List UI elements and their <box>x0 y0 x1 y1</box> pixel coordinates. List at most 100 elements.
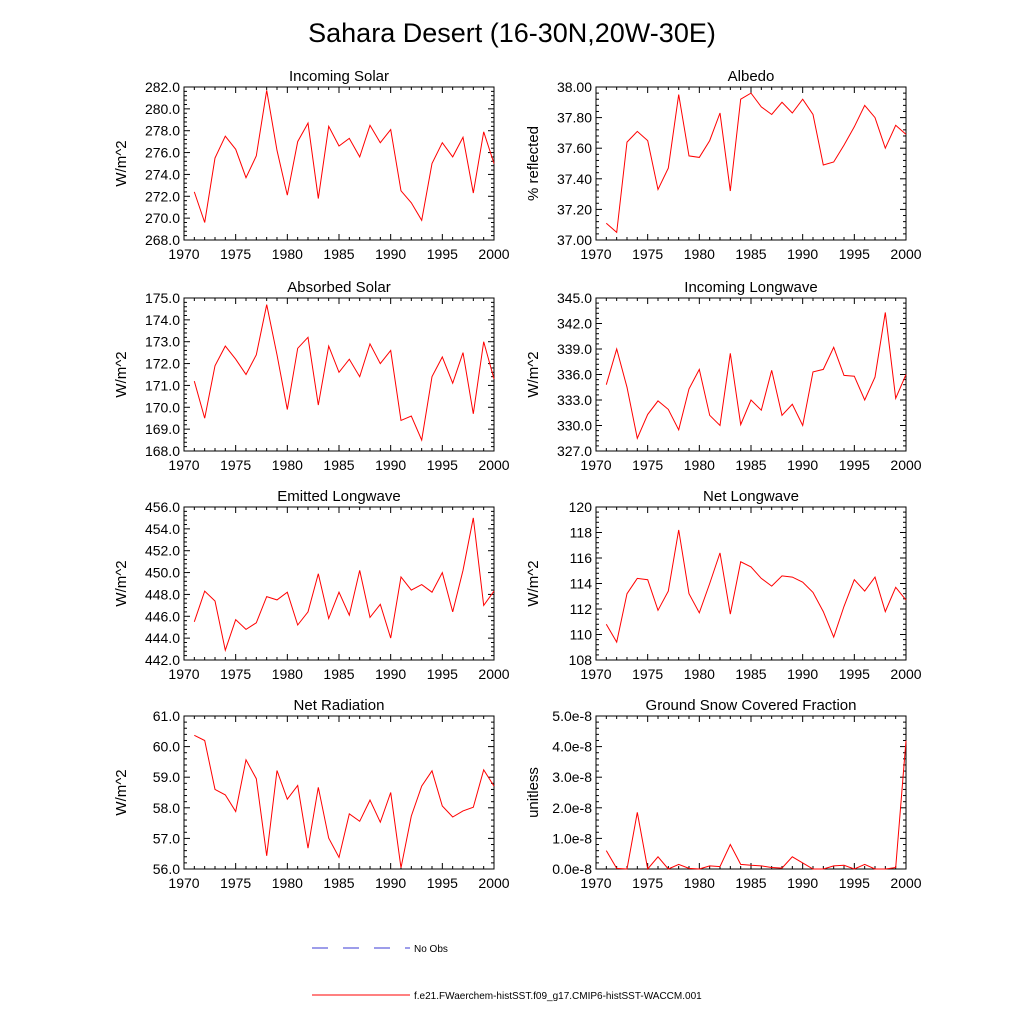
x-tick-label: 1985 <box>323 875 354 891</box>
x-tick-label: 1970 <box>580 457 611 473</box>
panel-title-emitted-longwave: Emitted Longwave <box>277 488 400 505</box>
y-axis-label-incoming-solar: W/m^2 <box>113 140 130 186</box>
y-tick-label: 448.0 <box>145 586 180 602</box>
panel-incoming-solar: 1970 1975 1980 1985 1990 1995 2000 268.0 270.0 27… <box>113 68 510 262</box>
y-tick-label: 116 <box>570 550 593 566</box>
y-tick-label: 272.0 <box>145 188 180 204</box>
x-tick-label: 1995 <box>839 875 870 891</box>
x-tick-label: 1995 <box>427 246 458 262</box>
legend-entry-model-run: f.e21.FWaerchem-histSST.f09_g17.CMIP6-hi… <box>312 991 702 1002</box>
y-tick-label: 112 <box>570 601 593 617</box>
x-tick-label: 2000 <box>890 246 921 262</box>
x-tick-label: 1970 <box>168 666 199 682</box>
y-tick-label: 0.0e-8 <box>552 861 592 877</box>
x-tick-label: 2000 <box>890 457 921 473</box>
panel-title-incoming-solar: Incoming Solar <box>289 68 389 85</box>
x-tick-label: 1995 <box>839 666 870 682</box>
figure-title: Sahara Desert (16-30N,20W-30E) <box>308 18 716 48</box>
y-tick-label: 60.0 <box>153 739 180 755</box>
x-tick-label: 1995 <box>839 246 870 262</box>
y-tick-label: 37.60 <box>557 140 592 156</box>
panel-net-longwave: 1970 1975 1980 1985 1990 1995 2000 108 110 112 114… <box>525 488 922 682</box>
legend: No Obs f.e21.FWaerchem-histSST.f09_g17.C… <box>312 944 702 1002</box>
x-tick-label: 2000 <box>478 457 509 473</box>
y-tick-label: 446.0 <box>145 608 180 624</box>
y-tick-label: 108 <box>569 652 593 668</box>
x-tick-label: 1990 <box>375 457 406 473</box>
plot-frame-net-radiation <box>183 715 495 870</box>
y-tick-label: 169.0 <box>145 421 180 437</box>
series-line-albedo <box>605 92 907 234</box>
y-tick-label: 336.0 <box>557 367 592 383</box>
y-tick-label: 170.0 <box>145 399 180 415</box>
series-line-ground-snow-covered-fraction <box>605 740 907 871</box>
x-tick-label: 1980 <box>272 246 303 262</box>
y-tick-label: 330.0 <box>557 418 592 434</box>
x-tick-label: 1975 <box>632 457 663 473</box>
panel-title-absorbed-solar: Absorbed Solar <box>287 279 390 296</box>
y-tick-label: 110 <box>570 627 593 643</box>
x-tick-label: 1970 <box>168 457 199 473</box>
y-tick-label: 282.0 <box>145 79 180 95</box>
y-axis-label-incoming-longwave: W/m^2 <box>525 351 542 397</box>
panel-net-radiation: 1970 1975 1980 1985 1990 1995 2000 56.0 57.0 58.0… <box>113 697 510 891</box>
y-tick-label: 37.80 <box>557 110 592 126</box>
y-tick-label: 58.0 <box>153 800 180 816</box>
y-tick-label: 444.0 <box>145 630 180 646</box>
x-tick-label: 1980 <box>684 666 715 682</box>
panel-title-net-radiation: Net Radiation <box>294 697 385 714</box>
x-tick-label: 1995 <box>427 666 458 682</box>
x-tick-label: 1975 <box>632 875 663 891</box>
panel-absorbed-solar: 1970 1975 1980 1985 1990 1995 2000 168.0 169.0 17… <box>113 279 510 473</box>
y-tick-label: 61.0 <box>153 708 180 724</box>
x-tick-label: 1985 <box>735 875 766 891</box>
x-tick-label: 1985 <box>735 457 766 473</box>
legend-label-no-obs: No Obs <box>414 944 448 955</box>
y-tick-label: 456.0 <box>145 499 180 515</box>
legend-label-model-run: f.e21.FWaerchem-histSST.f09_g17.CMIP6-hi… <box>414 991 702 1002</box>
y-tick-label: 37.20 <box>557 201 592 217</box>
y-tick-label: 280.0 <box>145 101 180 117</box>
y-tick-label: 339.0 <box>557 341 592 357</box>
y-tick-label: 450.0 <box>145 565 180 581</box>
plot-frame-incoming-longwave <box>595 297 907 452</box>
chart-panels: 1970 1975 1980 1985 1990 1995 2000 268.0 270.0 27… <box>113 68 922 891</box>
y-tick-label: 171.0 <box>145 377 180 393</box>
x-tick-label: 2000 <box>890 875 921 891</box>
y-tick-label: 1.0e-8 <box>552 830 592 846</box>
series-line-emitted-longwave <box>193 517 495 653</box>
x-tick-label: 1985 <box>735 666 766 682</box>
y-tick-label: 276.0 <box>145 145 180 161</box>
x-tick-label: 1985 <box>323 457 354 473</box>
x-tick-label: 1980 <box>272 875 303 891</box>
plot-frame-incoming-solar <box>183 86 495 241</box>
y-tick-label: 327.0 <box>557 443 592 459</box>
x-tick-label: 1975 <box>220 666 251 682</box>
x-tick-label: 1985 <box>323 246 354 262</box>
x-tick-label: 1990 <box>787 875 818 891</box>
panel-title-net-longwave: Net Longwave <box>703 488 799 505</box>
y-tick-label: 175.0 <box>145 290 180 306</box>
y-tick-label: 274.0 <box>145 166 180 182</box>
y-tick-label: 2.0e-8 <box>552 800 592 816</box>
plot-frame-albedo <box>595 86 907 241</box>
y-tick-label: 114 <box>570 576 593 592</box>
x-tick-label: 1975 <box>220 457 251 473</box>
y-axis-label-net-radiation: W/m^2 <box>113 769 130 815</box>
y-tick-label: 268.0 <box>145 232 180 248</box>
x-tick-label: 1975 <box>220 246 251 262</box>
y-tick-label: 57.0 <box>153 830 180 846</box>
y-tick-label: 174.0 <box>145 312 180 328</box>
x-tick-label: 1980 <box>272 666 303 682</box>
x-tick-label: 1970 <box>580 875 611 891</box>
panel-title-incoming-longwave: Incoming Longwave <box>684 279 817 296</box>
x-tick-label: 1990 <box>375 875 406 891</box>
x-tick-label: 1970 <box>580 666 611 682</box>
x-tick-label: 1980 <box>684 246 715 262</box>
panel-ground-snow-covered-fraction: 1970 1975 1980 1985 1990 1995 2000 0.0e-8 1.0e-8… <box>525 697 922 891</box>
x-tick-label: 1975 <box>220 875 251 891</box>
series-line-incoming-longwave <box>605 312 907 440</box>
plot-frame-emitted-longwave <box>183 506 495 661</box>
y-tick-label: 333.0 <box>557 392 592 408</box>
